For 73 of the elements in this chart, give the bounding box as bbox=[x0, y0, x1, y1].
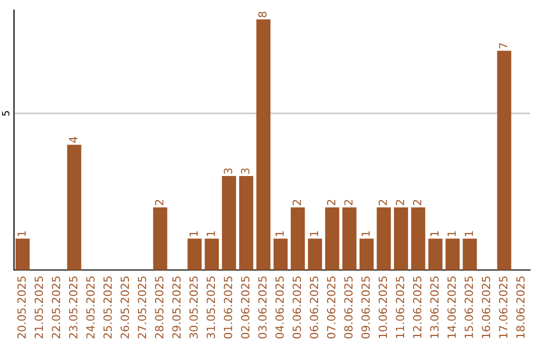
x-tick-label: 09.06.2025 bbox=[361, 276, 370, 338]
x-tick-label: 02.06.2025 bbox=[241, 276, 250, 338]
x-tick-label: 26.05.2025 bbox=[120, 276, 130, 338]
x-tick-label: 25.05.2025 bbox=[103, 276, 112, 338]
x-tick-label: 20.05.2025 bbox=[17, 276, 26, 338]
x-tick-label: 05.06.2025 bbox=[292, 276, 302, 338]
data-label: 1 bbox=[448, 231, 456, 236]
data-label: 4 bbox=[69, 136, 78, 143]
data-label: 1 bbox=[18, 231, 26, 236]
x-tick-label: 01.06.2025 bbox=[224, 276, 232, 338]
data-label: 1 bbox=[362, 231, 370, 236]
x-tick-label: 08.06.2025 bbox=[344, 276, 353, 338]
x-tick-label: 14.06.2025 bbox=[447, 276, 456, 338]
bar bbox=[462, 238, 477, 270]
data-label: 2 bbox=[292, 200, 301, 206]
x-tick-label: 27.05.2025 bbox=[138, 276, 146, 338]
bar bbox=[308, 238, 322, 270]
data-label: 2 bbox=[327, 200, 336, 206]
x-tick-label: 18.06.2025 bbox=[516, 276, 525, 338]
x-tick-label: 07.06.2025 bbox=[327, 276, 336, 338]
data-label: 7 bbox=[499, 43, 508, 48]
data-label: 1 bbox=[206, 231, 215, 236]
bar bbox=[376, 207, 391, 270]
x-tick-label: 04.06.2025 bbox=[275, 276, 284, 338]
data-label: 2 bbox=[378, 200, 387, 206]
bar bbox=[153, 207, 168, 270]
x-tick-label: 03.06.2025 bbox=[258, 276, 267, 338]
data-label: 2 bbox=[155, 200, 164, 206]
x-tick-label: 12.06.2025 bbox=[413, 276, 422, 338]
data-label: 8 bbox=[258, 12, 267, 18]
bar bbox=[428, 238, 442, 270]
bar bbox=[290, 207, 305, 270]
bar bbox=[256, 19, 270, 270]
data-label: 1 bbox=[190, 231, 198, 236]
data-label: 2 bbox=[396, 200, 404, 206]
bar bbox=[239, 176, 254, 270]
x-tick-label: 15.06.2025 bbox=[464, 276, 474, 338]
data-label: 3 bbox=[224, 168, 232, 174]
x-tick-label: 30.05.2025 bbox=[189, 276, 198, 338]
bar bbox=[394, 207, 408, 270]
x-tick-label: 24.05.2025 bbox=[86, 276, 95, 338]
bar bbox=[411, 207, 426, 270]
x-tick-label: 29.05.2025 bbox=[172, 276, 181, 338]
bar bbox=[360, 238, 374, 270]
data-label: 1 bbox=[276, 231, 284, 236]
x-tick-label: 16.06.2025 bbox=[482, 276, 490, 338]
x-tick-label: 11.06.2025 bbox=[396, 276, 404, 338]
x-tick-label: 23.05.2025 bbox=[69, 276, 78, 338]
bar bbox=[204, 238, 219, 270]
bar bbox=[274, 238, 288, 270]
data-label: 1 bbox=[310, 231, 318, 236]
x-tick-label: 21.05.2025 bbox=[34, 276, 44, 338]
x-tick-label: 31.05.2025 bbox=[206, 276, 216, 338]
y-tick-label: 5 bbox=[2, 111, 10, 116]
x-tick-label: 10.06.2025 bbox=[378, 276, 388, 338]
bar bbox=[16, 238, 30, 270]
bar bbox=[188, 238, 202, 270]
data-label: 1 bbox=[464, 231, 473, 236]
data-label: 2 bbox=[344, 200, 352, 206]
bar bbox=[446, 238, 460, 270]
data-label: 3 bbox=[241, 168, 250, 174]
x-tick-label: 06.06.2025 bbox=[310, 276, 318, 338]
x-tick-label: 13.06.2025 bbox=[430, 276, 439, 338]
x-tick-label: 28.05.2025 bbox=[155, 276, 164, 338]
data-label: 2 bbox=[413, 200, 422, 206]
bar bbox=[222, 176, 236, 270]
x-tick-label: 22.05.2025 bbox=[52, 276, 60, 338]
x-tick-label: 17.06.2025 bbox=[499, 276, 508, 338]
bar bbox=[342, 207, 356, 270]
data-label: 1 bbox=[430, 231, 438, 236]
bar bbox=[325, 207, 340, 270]
bar bbox=[497, 50, 512, 270]
bar bbox=[67, 144, 82, 270]
